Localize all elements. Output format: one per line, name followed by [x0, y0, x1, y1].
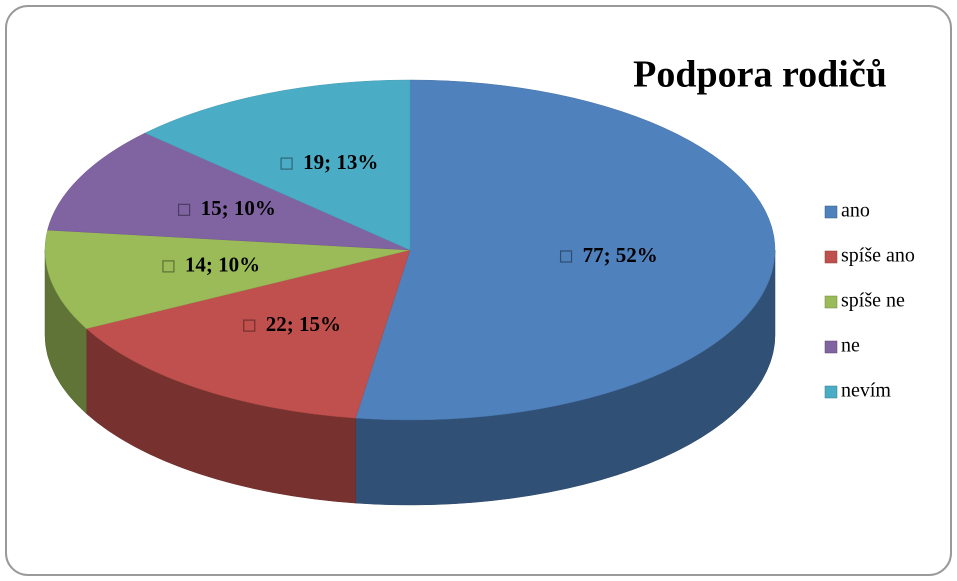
- data-label-marker: [280, 157, 293, 170]
- data-label-marker: [177, 203, 191, 216]
- pie-slice: [144, 79, 411, 251]
- chart-title: Podpora rodičů: [633, 54, 887, 96]
- legend-swatch: [824, 340, 838, 354]
- pie-slice: [47, 132, 411, 251]
- data-label: 77; 52%: [583, 243, 658, 267]
- legend-swatch: [824, 295, 838, 309]
- legend-label: ne: [841, 335, 860, 357]
- legend-label: ano: [841, 200, 870, 222]
- pie-slice: [355, 79, 776, 421]
- data-label: 19; 13%: [303, 150, 378, 174]
- legend-swatch: [824, 385, 838, 399]
- legend-swatch: [824, 205, 838, 219]
- data-label: 22; 15%: [266, 312, 341, 336]
- legend-label: nevím: [841, 380, 891, 402]
- data-label-marker: [162, 260, 175, 273]
- pie-slice: [85, 249, 411, 419]
- data-label-marker: [559, 250, 573, 263]
- data-label: 15; 10%: [201, 196, 276, 220]
- legend-label: spíše ne: [841, 290, 905, 312]
- legend-label: spíše ano: [841, 245, 915, 267]
- pie-slice: [44, 229, 411, 329]
- data-label-marker: [243, 319, 256, 332]
- data-label: 14; 10%: [185, 253, 260, 277]
- legend-swatch: [824, 250, 838, 264]
